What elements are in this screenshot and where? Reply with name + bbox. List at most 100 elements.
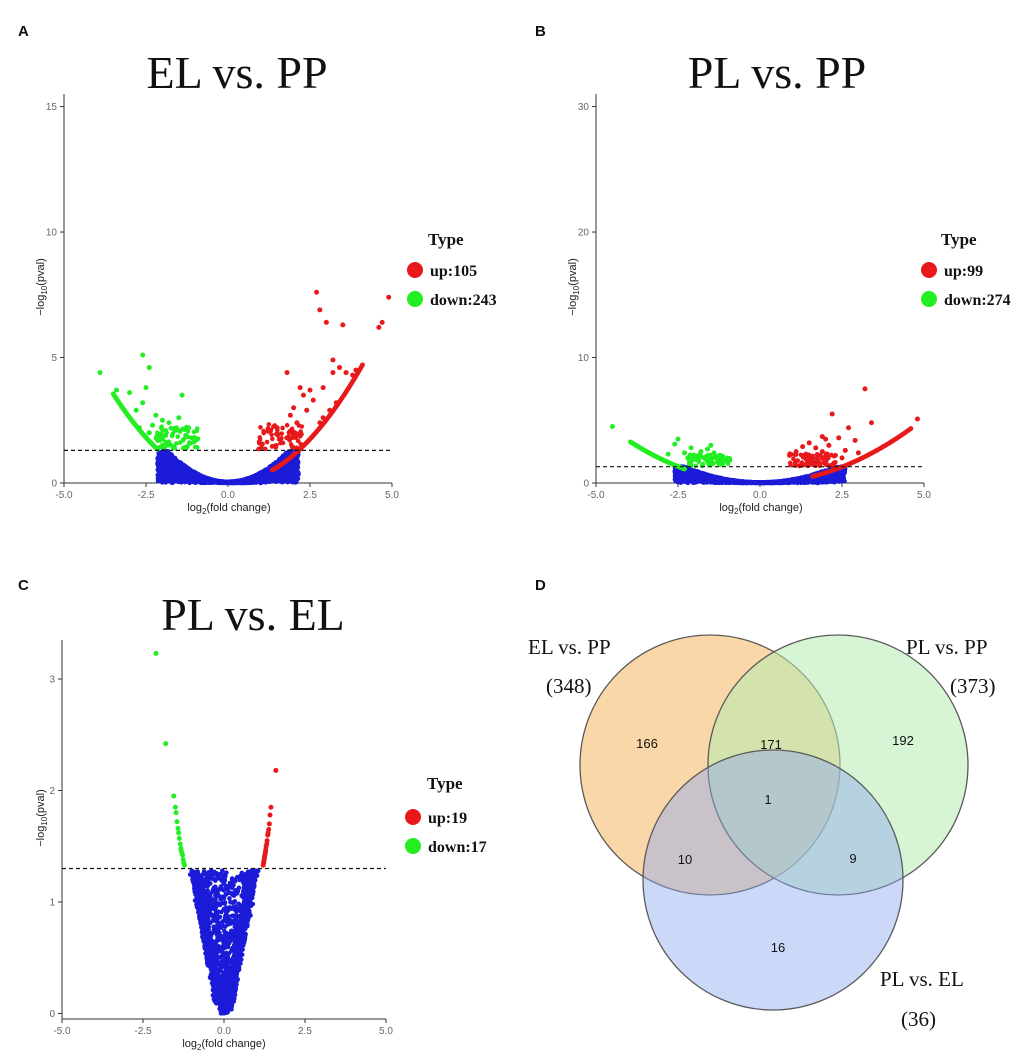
scatter-point-up [330, 357, 336, 363]
scatter-point-up [279, 431, 284, 436]
scatter-point-down [173, 427, 179, 433]
scatter-point-up [274, 425, 280, 431]
y-tick-label: 15 [46, 102, 58, 113]
scatter-point-ns [172, 464, 178, 470]
scatter-point-down [169, 433, 175, 439]
scatter-point-ns [810, 480, 816, 485]
legend: Type up:105 down:243 [407, 230, 497, 309]
chart-title: EL vs. PP [146, 47, 327, 98]
scatter-point-up [376, 324, 382, 330]
y-tick-label: 2 [49, 786, 55, 797]
scatter-point-up [284, 422, 290, 428]
x-tick-label: -5.0 [53, 1026, 71, 1037]
scatter-point-down [194, 428, 200, 434]
scatter-point-up [869, 420, 875, 426]
scatter-point-ns [173, 457, 178, 463]
scatter-point-ns [801, 478, 807, 484]
x-tick-label: 5.0 [385, 490, 399, 501]
scatter-point-down [150, 422, 156, 428]
y-tick-label: 0 [51, 479, 57, 490]
scatter-point-ns [289, 470, 295, 476]
scatter-point-down [691, 452, 697, 458]
scatter-point-up [803, 461, 809, 467]
scatter-point-up [839, 455, 845, 461]
scatter-point-ns [764, 480, 769, 485]
scatter-point-ns [160, 458, 165, 463]
scatter-point-down [180, 426, 186, 432]
scatter-point-down [146, 430, 152, 436]
scatter-point-ns [255, 475, 261, 481]
scatter-point-up [333, 400, 339, 406]
scatter-point-down [721, 457, 727, 463]
scatter-point-ns [262, 476, 267, 482]
scatter-point-up [266, 422, 272, 427]
scatter-point-ns [159, 480, 165, 485]
scatter-point-down [675, 436, 681, 442]
scatter-point-up [256, 446, 261, 452]
scatter-point-ns [828, 477, 834, 482]
scatter-point-down [159, 431, 164, 437]
y-tick-label: 20 [578, 228, 590, 239]
scatter-point-down [701, 455, 707, 461]
chart-title: PL vs. EL [161, 589, 345, 640]
scatter-point-up [257, 435, 263, 440]
scatter-point-down [698, 449, 704, 455]
scatter-point-up [350, 372, 356, 378]
scatter-point-down [189, 435, 195, 441]
scatter-point-up [269, 432, 274, 437]
chart-title: PL vs. PP [688, 47, 867, 98]
x-tick-label: -2.5 [134, 1026, 152, 1037]
scatter-point-down [153, 412, 159, 418]
scatter-point-down [682, 450, 688, 456]
scatter-point-up [833, 459, 838, 465]
scatter-point-down [140, 352, 146, 358]
scatter-point-up [304, 407, 310, 413]
scatter-point-up [276, 437, 282, 442]
x-tick-label: 0.0 [217, 1026, 231, 1037]
scatter-point-down [182, 445, 188, 450]
scatter-point-ns [199, 480, 205, 485]
scatter-point-ns [278, 475, 283, 480]
scatter-point-down [672, 441, 678, 447]
scatter-point-up [256, 439, 262, 445]
scatter-point-up [294, 420, 300, 426]
scatter-point-up [908, 426, 914, 431]
scatter-point-ns [186, 471, 192, 477]
y-tick-label: 0 [49, 1009, 55, 1020]
scatter-point-up [299, 424, 305, 429]
scatter-point-ns [167, 462, 173, 468]
scatter-point-ns [685, 473, 691, 478]
non-significant-points [187, 868, 261, 1016]
scatter-point-up [300, 392, 306, 398]
legend-swatch-down [921, 291, 937, 307]
scatter-point-up [268, 427, 274, 433]
scatter-point-up [823, 455, 828, 460]
panel-letter-a: A [18, 23, 29, 40]
y-tick-label: 1 [49, 897, 55, 908]
y-tick-label: 10 [46, 228, 58, 239]
scatter-point-up [314, 289, 320, 295]
scatter-point-ns [161, 450, 167, 455]
scatter-point-ns [691, 473, 696, 478]
scatter-point-up [261, 428, 266, 434]
scatter-point-ns [841, 475, 846, 481]
scatter-point-up [829, 411, 835, 417]
scatter-point-up [298, 441, 303, 447]
scatter-point-ns [169, 480, 174, 485]
scatter-point-up [269, 444, 275, 449]
scatter-point-down [186, 425, 192, 431]
scatter-point-down [183, 433, 189, 439]
scatter-point-ns [176, 477, 181, 482]
scatter-point-up [386, 294, 392, 300]
legend-label-up: up:105 [430, 263, 477, 280]
scatter-point-ns [266, 478, 272, 484]
x-tick-label: 5.0 [917, 490, 931, 501]
legend-label-down: down:243 [430, 292, 497, 309]
scatter-point-ns [294, 455, 300, 460]
scatter-point-down [155, 430, 160, 436]
x-tick-label: -5.0 [55, 490, 73, 501]
x-tick-label: 5.0 [379, 1026, 393, 1037]
legend-label-up: up:99 [944, 263, 983, 280]
